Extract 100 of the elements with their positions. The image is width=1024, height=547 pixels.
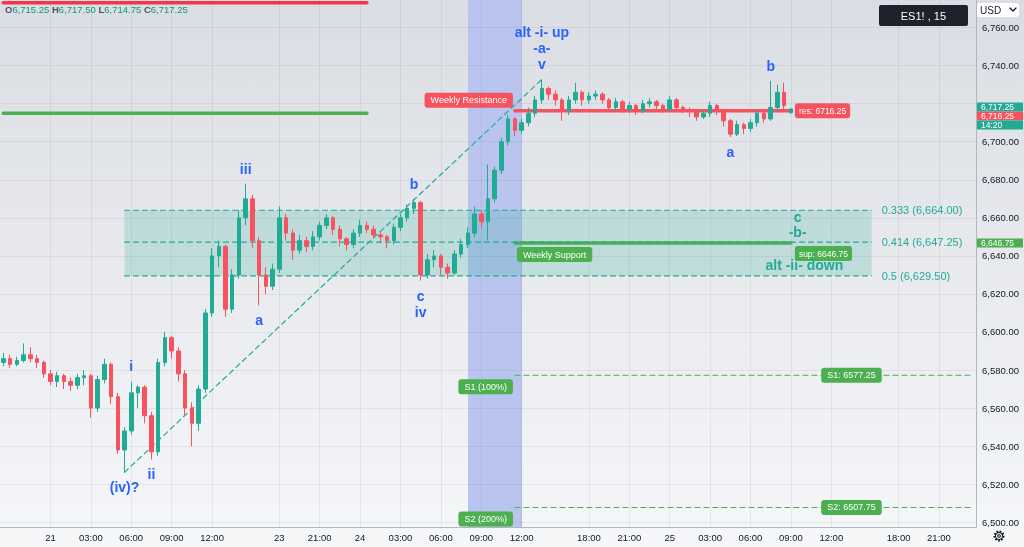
x-tick-label: 23: [274, 531, 285, 543]
candlestick: [55, 371, 59, 388]
candlestick: [439, 253, 443, 276]
candlestick: [614, 97, 618, 112]
candlestick: [102, 358, 107, 384]
candlestick: [264, 266, 268, 295]
candlestick: [317, 221, 322, 242]
y-tick-label: 6,640.00: [982, 250, 1019, 262]
candlestick: [75, 373, 80, 390]
data-label: res: 6716.25: [798, 105, 847, 116]
y-tick-label: 6,500.00: [982, 516, 1019, 528]
candlestick: [8, 354, 12, 369]
text: iii: [239, 160, 252, 177]
x-tick-label: 06:00: [119, 531, 144, 543]
candlestick: [203, 308, 208, 394]
candlestick: [519, 118, 524, 135]
candlestick: [142, 384, 147, 424]
data-label: 0.414 (6,647.25): [881, 236, 963, 249]
text: a: [726, 143, 735, 160]
x-tick-label: 06:00: [428, 531, 453, 543]
candlestick: [190, 401, 194, 447]
y-tick-label: 6,560.00: [982, 402, 1019, 414]
candlestick: [378, 230, 383, 244]
data-label: S1: 6577.25: [827, 370, 876, 381]
candlestick: [250, 194, 255, 249]
x-tick-label: 12:00: [509, 531, 534, 543]
y-tick-label: 6,700.00: [982, 136, 1019, 148]
y-tick-label: 6,740.00: [982, 60, 1019, 72]
text: a: [255, 312, 264, 329]
data-label: alt -ii- down: [765, 257, 844, 274]
candlestick: [28, 346, 33, 363]
candlestick: [667, 95, 672, 112]
data-label: c -b-: [788, 208, 807, 240]
candlestick: [156, 358, 160, 457]
y-tick-label: 6,660.00: [982, 212, 1019, 224]
candlestick: [89, 373, 93, 419]
candlestick: [641, 99, 645, 114]
candlestick: [398, 213, 403, 232]
y-tick-label: 6,716.25: [981, 110, 1015, 121]
candlestick: [21, 342, 26, 363]
text: alt -i- up -a- v: [514, 24, 570, 73]
series-label: Weekly Resistance: [430, 95, 507, 106]
candlestick: [95, 375, 100, 413]
candlestick: [789, 107, 793, 115]
x-tick-label: 24: [354, 531, 366, 543]
candlestick: [304, 236, 309, 253]
candlestick: [627, 101, 632, 114]
series-label: S1 (100%): [464, 381, 507, 392]
x-tick-label: 25: [664, 531, 676, 543]
x-tick-label: 21:00: [927, 531, 951, 543]
candlestick: [755, 108, 759, 128]
candlestick: [600, 91, 605, 105]
candlestick: [15, 356, 19, 367]
x-tick-label: 09:00: [159, 531, 184, 543]
x-tick-label: 12:00: [819, 531, 844, 543]
candlestick: [169, 335, 174, 360]
candlestick: [418, 200, 423, 282]
text: i: [129, 358, 134, 375]
candlestick: [48, 369, 53, 386]
candlestick: [479, 209, 484, 228]
candlestick: [499, 137, 504, 175]
candlestick: [82, 369, 86, 386]
candlestick: [183, 369, 187, 417]
y-tick-label: 6,760.00: [982, 22, 1019, 34]
x-tick-label: 03:00: [698, 531, 723, 543]
candlestick: [163, 331, 167, 367]
candlestick: [580, 89, 584, 107]
candlestick: [647, 97, 652, 108]
candlestick: [42, 360, 46, 379]
series-label: Weekly Support: [522, 249, 587, 260]
candlestick: [62, 373, 66, 390]
x-tick-label: 21:00: [307, 531, 332, 543]
candlestick: [506, 114, 510, 147]
candlestick: [371, 224, 376, 240]
candlestick: [513, 116, 517, 137]
candlestick: [109, 361, 113, 405]
x-tick-label: 09:00: [779, 531, 803, 543]
x-tick-label: 21:00: [617, 531, 642, 543]
candlestick: [432, 249, 436, 268]
x-tick-label: 03:00: [78, 531, 103, 543]
candlestick: [445, 263, 450, 280]
candlestick: [116, 392, 120, 455]
candlestick: [291, 228, 295, 261]
x-tick-label: 21: [45, 531, 56, 543]
candlestick: [176, 346, 181, 382]
candlestick: [344, 236, 349, 251]
candlestick: [136, 384, 140, 409]
candlestick: [68, 377, 73, 392]
x-tick-label: 03:00: [388, 531, 413, 543]
y-tick-label: 6,540.00: [982, 440, 1019, 452]
candlestick: [35, 354, 39, 369]
candlestick: [546, 86, 551, 101]
candlestick: [257, 236, 261, 306]
candlestick: [587, 91, 591, 105]
candlestick: [728, 118, 733, 138]
data-label: 0.5 (6,629.50): [881, 269, 951, 282]
x-tick-label: 09:00: [469, 531, 494, 543]
text: ii: [147, 466, 156, 483]
data-label: 0.333 (6,664.00): [881, 204, 963, 217]
candlestick: [358, 219, 362, 238]
